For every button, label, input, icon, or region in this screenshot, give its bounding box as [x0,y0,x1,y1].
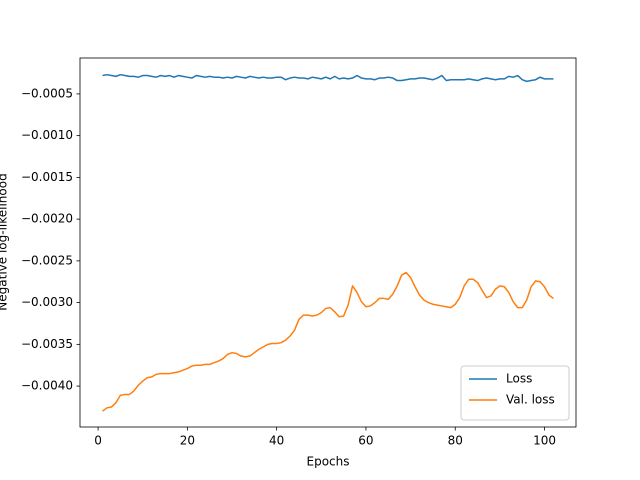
x-tick-label: 100 [533,434,556,448]
x-tick-label: 60 [358,434,373,448]
y-tick-label: −0.0015 [21,170,73,184]
legend-label: Val. loss [506,393,555,407]
y-tick-label: −0.0005 [21,86,73,100]
x-tick-label: 20 [180,434,195,448]
axes-frame [79,57,577,428]
x-axis-label: Epochs [307,455,350,469]
x-tick-label: 80 [448,434,463,448]
legend-label: Loss [506,372,532,386]
y-axis-label: Negative log-likelihood [0,173,10,310]
x-tick-label: 0 [94,434,102,448]
line-series [102,73,554,83]
y-tick-label: −0.0025 [21,253,73,267]
y-tick-label: −0.0030 [21,295,73,309]
line-series [102,271,554,412]
y-tick-label: −0.0040 [21,379,73,393]
y-tick-label: −0.0010 [21,128,73,142]
x-tick-label: 40 [269,434,284,448]
y-tick-label: −0.0020 [21,212,73,226]
y-tick-label: −0.0035 [21,337,73,351]
